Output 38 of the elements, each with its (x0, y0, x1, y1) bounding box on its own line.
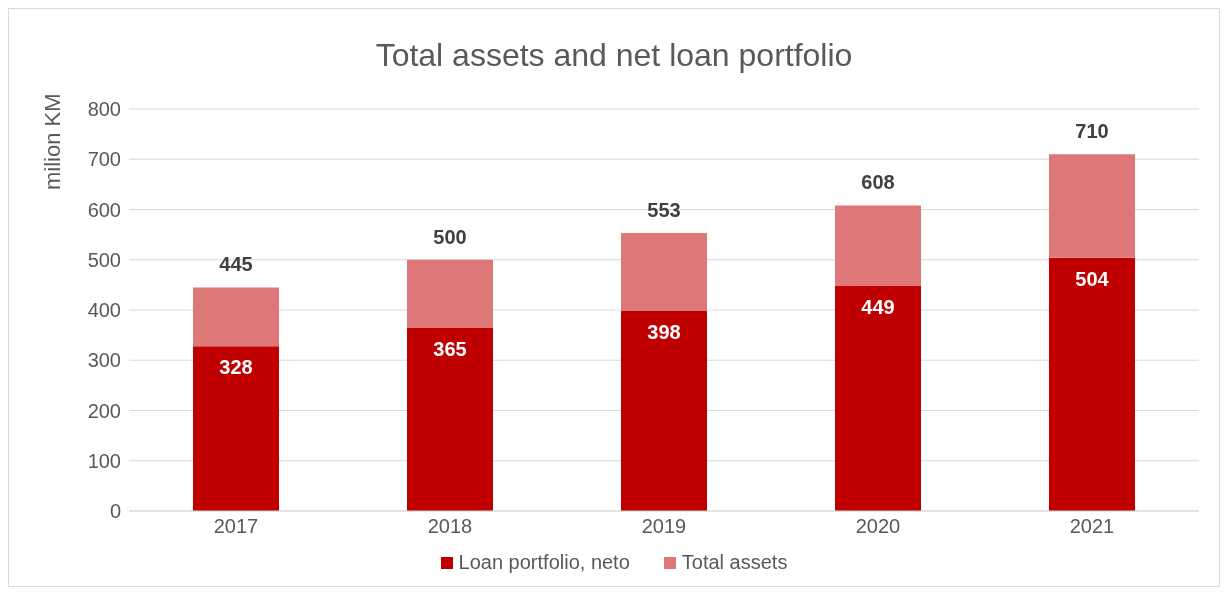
data-label: 504 (1075, 267, 1110, 290)
bar (407, 259, 493, 328)
bar (407, 327, 493, 511)
data-label: 365 (433, 337, 467, 360)
data-label: 449 (861, 295, 895, 318)
y-tick-label: 800 (87, 98, 121, 121)
chart-title: Total assets and net loan portfolio (374, 37, 854, 74)
y-tick-label: 600 (87, 198, 121, 221)
data-label: 398 (647, 321, 681, 344)
y-tick-label: 0 (109, 500, 121, 523)
x-tick-label: 2018 (427, 515, 473, 538)
total-label: 608 (861, 171, 895, 194)
bar (621, 233, 707, 312)
x-tick-label: 2021 (1069, 515, 1115, 538)
y-tick-label: 700 (87, 148, 121, 171)
bar (1049, 154, 1135, 258)
total-label: 500 (433, 225, 467, 248)
bar (835, 205, 921, 286)
y-tick-label: 200 (87, 399, 121, 422)
y-axis-title: milion KM (39, 93, 65, 190)
total-label: 445 (219, 253, 253, 276)
x-tick-label: 2017 (213, 515, 259, 538)
data-label: 328 (219, 356, 253, 379)
total-label: 553 (647, 199, 681, 222)
bar (835, 285, 921, 511)
bar (193, 346, 279, 511)
y-tick-label: 300 (87, 349, 121, 372)
legend-label: Total assets (680, 551, 788, 574)
y-tick-label: 400 (87, 299, 121, 322)
x-tick-label: 2019 (641, 515, 687, 538)
bar (621, 311, 707, 511)
y-tick-label: 500 (87, 248, 121, 271)
x-tick-label: 2020 (855, 515, 901, 538)
total-label: 710 (1075, 120, 1109, 143)
bar (1049, 257, 1135, 511)
bar (193, 287, 279, 347)
legend-label: Loan portfolio, neto (457, 551, 630, 574)
y-tick-label: 100 (87, 449, 121, 472)
